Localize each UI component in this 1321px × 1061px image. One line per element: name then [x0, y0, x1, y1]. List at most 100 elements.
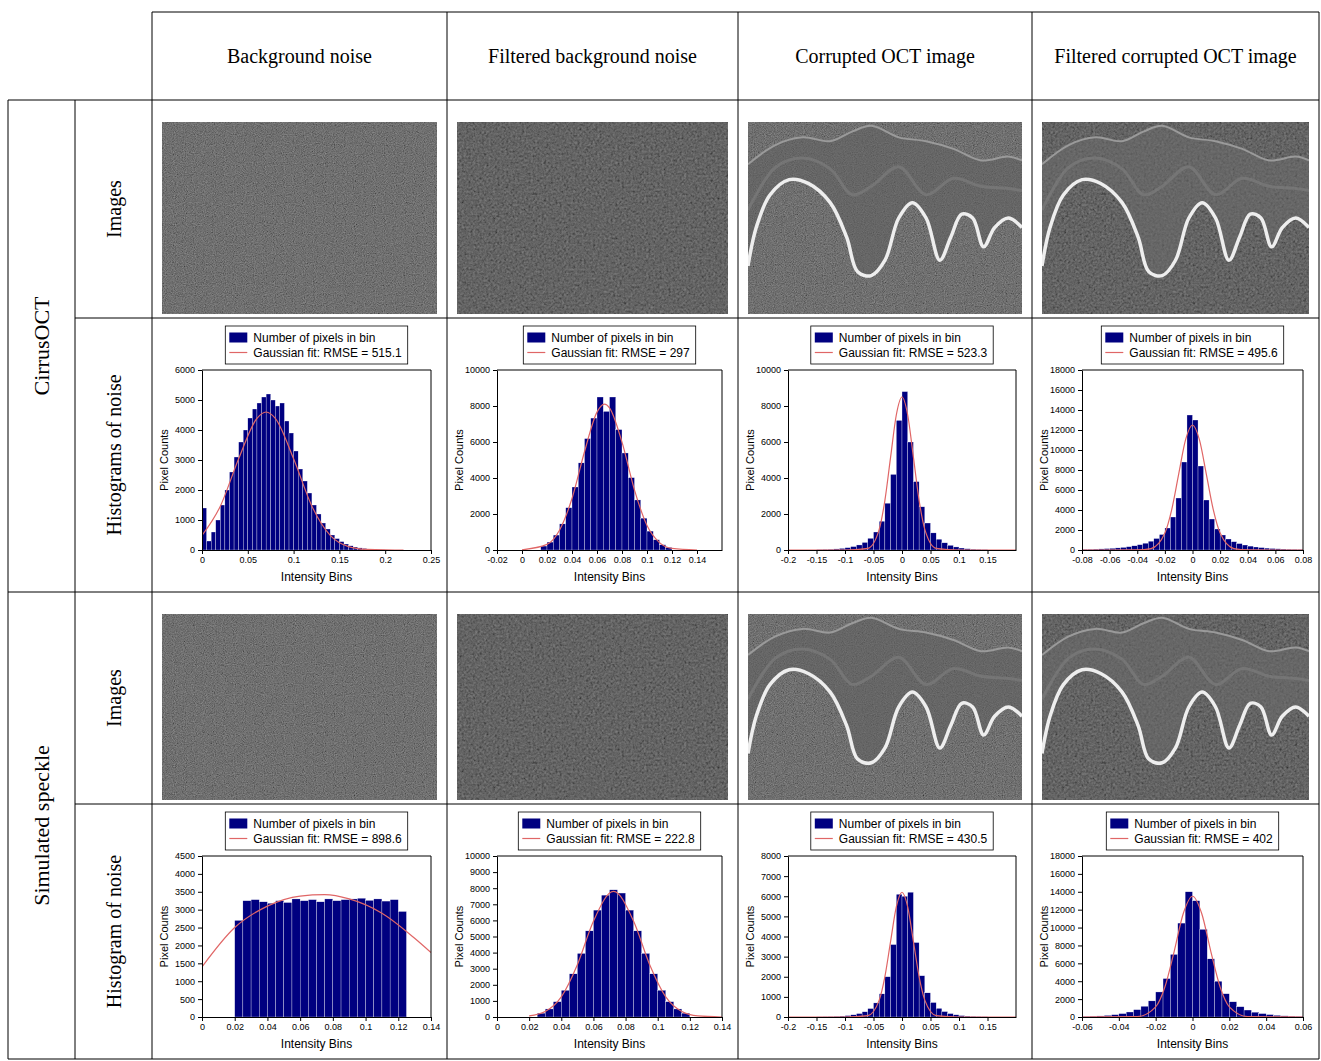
y-axis-line: [497, 371, 498, 551]
x-tick: 0: [200, 1017, 205, 1032]
x-tick-mark: [522, 550, 523, 554]
histogram-bar: [235, 920, 243, 1017]
x-axis-line: [498, 1017, 723, 1018]
table-line: [8, 592, 1319, 593]
y-tick: 2000: [1055, 994, 1082, 1004]
legend: Number of pixels in binGaussian fit: RMS…: [1106, 812, 1278, 850]
histogram-bar: [891, 474, 897, 550]
y-tick-mark: [784, 550, 788, 551]
y-axis: 0100020003000400050006000700080009000100…: [465, 851, 498, 1022]
histogram-bar: [885, 977, 891, 1017]
y-axis-title: Pixel Counts: [158, 429, 170, 491]
histogram-bar: [333, 901, 341, 1017]
table-line: [1319, 12, 1320, 1059]
image-noise: [162, 614, 437, 800]
y-tick-mark: [493, 856, 497, 857]
legend-swatch: [527, 352, 545, 353]
marks: [1082, 892, 1303, 1017]
histogram-bar: [585, 931, 593, 1017]
plot-frame: [1016, 370, 1017, 550]
y-axis-line: [497, 857, 498, 1018]
x-tick-mark: [1137, 550, 1138, 554]
x-tick-label: 0.06: [589, 555, 607, 565]
x-tick: 0.08: [325, 1017, 343, 1032]
legend-label: Gaussian fit: RMSE = 297: [551, 346, 690, 360]
x-tick-label: 0.04: [553, 1022, 571, 1032]
histogram-bar: [211, 532, 216, 550]
y-tick: 0: [485, 545, 497, 555]
y-tick: 6000: [761, 437, 788, 447]
legend-label: Gaussian fit: RMSE = 515.1: [253, 346, 402, 360]
histogram-bar: [1209, 519, 1215, 550]
y-tick-mark: [784, 478, 788, 479]
histogram-bar: [266, 394, 271, 550]
histogram-bar: [325, 899, 333, 1017]
marks: [1082, 415, 1303, 550]
y-tick-mark: [493, 920, 497, 921]
y-tick: 10000: [465, 851, 497, 861]
legend-box: [1101, 326, 1283, 364]
x-tick: 0.12: [664, 550, 682, 565]
image-noise: [1042, 122, 1309, 314]
x-tick: -0.05: [864, 1017, 885, 1032]
x-tick: 0.1: [288, 550, 301, 565]
histogram-bar: [1204, 500, 1210, 550]
x-tick-mark: [722, 1017, 723, 1021]
histogram-bar: [591, 418, 597, 550]
x-tick: 0.15: [331, 550, 349, 565]
y-tick-label: 4000: [175, 869, 195, 879]
x-tick: 0.14: [689, 550, 707, 565]
x-tick-label: 0.08: [325, 1022, 343, 1032]
background: [0, 0, 1321, 1061]
x-tick-mark: [931, 550, 932, 554]
legend-swatch: [1105, 352, 1123, 353]
x-tick: 0.04: [564, 550, 582, 565]
legend-label: Number of pixels in bin: [839, 331, 961, 345]
y-tick-label: 16000: [1050, 385, 1075, 395]
y-tick: 2000: [761, 509, 788, 519]
y-tick-mark: [784, 977, 788, 978]
x-tick-label: 0.04: [259, 1022, 277, 1032]
legend-box: [523, 326, 695, 364]
x-tick-mark: [1229, 1017, 1230, 1021]
y-tick: 8000: [470, 884, 497, 894]
column-header: Corrupted OCT image: [795, 45, 975, 68]
y-tick: 10000: [1050, 923, 1082, 933]
x-tick-label: -0.06: [1072, 1022, 1093, 1032]
y-tick-mark: [493, 514, 497, 515]
x-tick: 0.04: [259, 1017, 277, 1032]
chart: -0.2-0.15-0.1-0.0500.050.10.150200040006…: [744, 326, 1017, 584]
x-tick-mark: [497, 1017, 498, 1021]
y-axis-line: [788, 371, 789, 551]
histogram-bar: [257, 403, 262, 550]
y-tick-label: 2000: [1055, 994, 1075, 1004]
y-tick-mark: [198, 550, 202, 551]
legend-label: Gaussian fit: RMSE = 495.6: [1129, 346, 1278, 360]
histogram-bar: [896, 894, 902, 1017]
histogram-bar: [234, 457, 239, 550]
x-tick-label: 0.1: [953, 555, 966, 565]
y-tick-label: 1000: [175, 515, 195, 525]
y-tick-label: 3000: [175, 905, 195, 915]
retina-band: [748, 126, 1022, 276]
histogram-bar: [1229, 1002, 1236, 1017]
y-tick: 6000: [1055, 485, 1082, 495]
x-tick: 0: [900, 550, 905, 565]
plot-frame: [202, 856, 431, 857]
y-axis-line: [1082, 371, 1083, 551]
y-axis-title: Pixel Counts: [744, 905, 756, 967]
x-tick-label: 0.08: [1295, 555, 1313, 565]
y-tick-mark: [493, 888, 497, 889]
histogram-bar: [1200, 929, 1207, 1017]
x-tick-mark: [647, 550, 648, 554]
x-tick-mark: [597, 550, 598, 554]
image-ground: [1042, 122, 1309, 314]
y-tick: 1000: [175, 977, 202, 987]
x-axis: 00.020.040.060.080.10.120.14: [495, 1017, 731, 1032]
x-axis: -0.06-0.04-0.0200.020.040.06: [1072, 1017, 1312, 1032]
table-line: [75, 804, 1319, 805]
table-line: [1032, 12, 1033, 1059]
image-ground: [162, 122, 437, 314]
histogram-bar: [366, 900, 374, 1017]
x-tick: 0.25: [423, 550, 441, 565]
